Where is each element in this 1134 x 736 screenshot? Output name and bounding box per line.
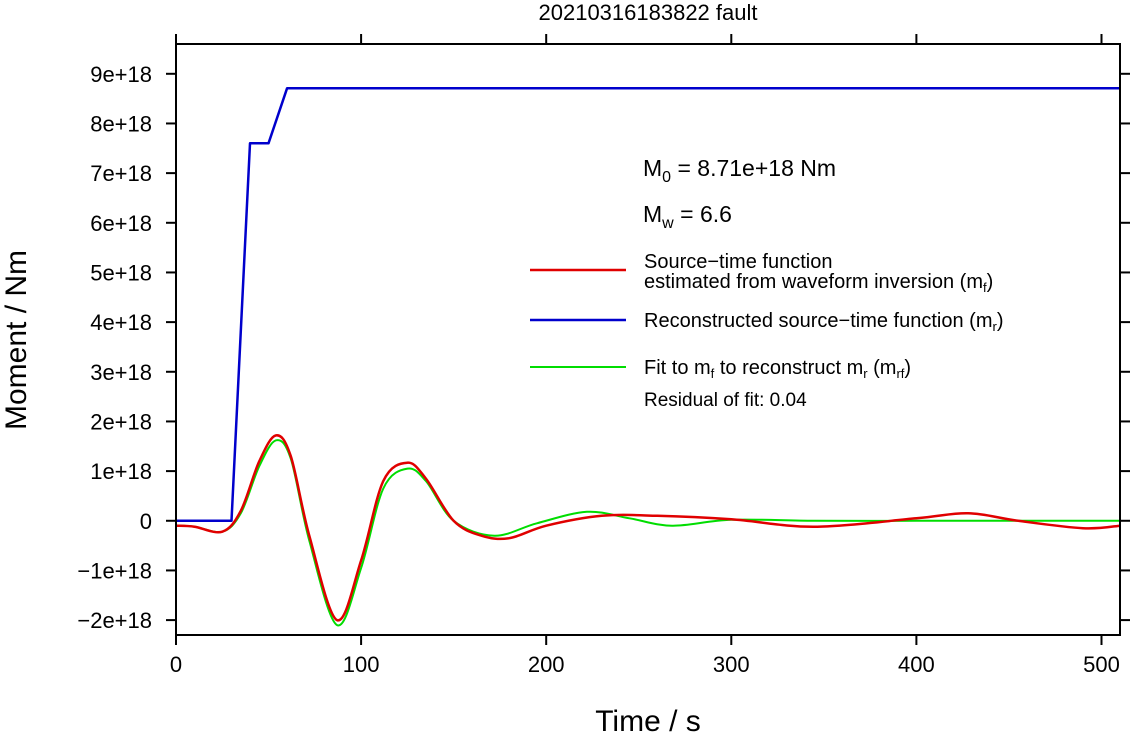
legend-label-fit: Fit to mf to reconstruct mr (mrf) (644, 357, 911, 381)
legend-fit-sub2: r (863, 366, 868, 381)
x-tick-label: 0 (170, 652, 182, 677)
y-axis: −2e+18 −1e+18 0 1e+18 2e+18 3e+18 4e+18 5e+18 6e… (77, 62, 1130, 633)
m0-annotation: M0 = 8.71e+18 Nm (643, 155, 836, 186)
series-line-estimated (175, 434, 1121, 622)
y-tick-label: −2e+18 (77, 608, 152, 633)
plot-frame (175, 43, 1121, 636)
y-tick-label: 1e+18 (90, 459, 152, 484)
residual-annotation: Residual of fit: 0.04 (644, 390, 807, 411)
series-line-fit (175, 439, 1120, 627)
legend-label-reconstructed: Reconstructed source−time function (mr) (644, 310, 1004, 334)
legend-fit-text3: (m (868, 357, 897, 379)
y-tick-label: 0 (140, 509, 152, 534)
y-tick-label: 3e+18 (90, 360, 152, 385)
y-tick-label: −1e+18 (77, 558, 152, 583)
x-axis: 0 100 200 300 400 500 (170, 34, 1120, 677)
legend-reconstructed-sub: r (993, 319, 998, 334)
legend: Source−time function estimated from wave… (530, 251, 1004, 411)
legend-reconstructed-close: ) (997, 310, 1004, 332)
legend-fit-sub3: rf (896, 366, 904, 381)
y-tick-label: 6e+18 (90, 211, 152, 236)
series-layer (175, 86, 1121, 627)
legend-estimated-close: ) (987, 271, 994, 293)
y-tick-label: 7e+18 (90, 161, 152, 186)
legend-estimated-text: estimated from waveform inversion (m (644, 271, 983, 293)
m0-value: = 8.71e+18 Nm (671, 155, 836, 181)
mw-subscript: w (661, 215, 674, 232)
legend-fit-close: ) (904, 357, 911, 379)
legend-reconstructed-text: Reconstructed source−time function (m (644, 310, 993, 332)
mw-annotation: Mw = 6.6 (643, 201, 732, 232)
y-tick-label: 2e+18 (90, 409, 152, 434)
x-tick-label: 100 (343, 652, 380, 677)
m0-subscript: 0 (662, 169, 671, 186)
series-line-reconstructed (176, 86, 1120, 523)
y-tick-label: 9e+18 (90, 62, 152, 87)
x-tick-label: 300 (713, 652, 750, 677)
mw-letter: M (643, 201, 662, 227)
x-tick-label: 400 (898, 652, 935, 677)
legend-label-estimated-line2: estimated from waveform inversion (mf) (644, 271, 993, 295)
chart-title: 20210316183822 fault (539, 0, 758, 25)
legend-label-estimated-line1: Source−time function (644, 251, 832, 273)
legend-fit-text2: to reconstruct m (714, 357, 863, 379)
x-axis-label: Time / s (595, 705, 701, 736)
x-tick-label: 500 (1083, 652, 1120, 677)
mw-value: = 6.6 (674, 201, 732, 227)
legend-fit-text1: Fit to m (644, 357, 711, 379)
m0-letter: M (643, 155, 662, 181)
y-tick-label: 4e+18 (90, 310, 152, 335)
legend-estimated-sub: f (983, 280, 987, 295)
y-tick-label: 5e+18 (90, 260, 152, 285)
y-tick-label: 8e+18 (90, 111, 152, 136)
legend-fit-sub1: f (711, 366, 715, 381)
x-tick-label: 200 (528, 652, 565, 677)
y-axis-label: Moment / Nm (0, 250, 33, 430)
